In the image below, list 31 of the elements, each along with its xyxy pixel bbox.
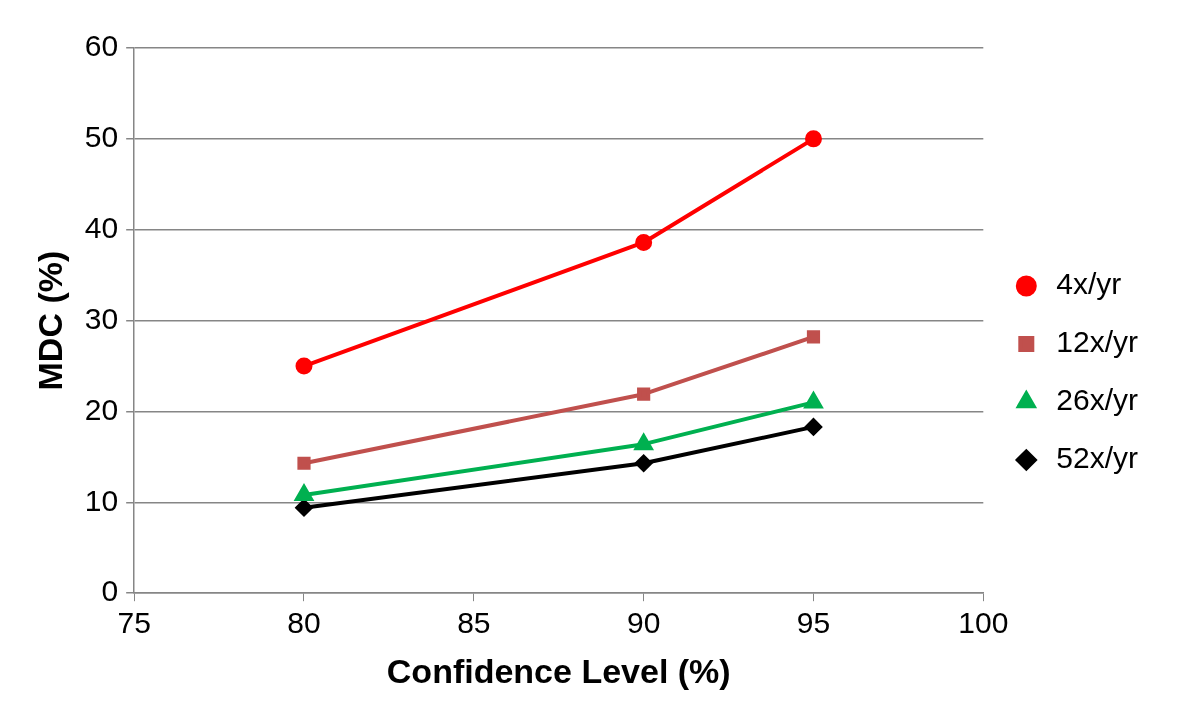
x-axis-title: Confidence Level (%) [386,651,731,690]
x-tick-label: 75 [117,606,151,640]
legend-label: 4x/yr [1056,267,1122,301]
legend-label: 26x/yr [1056,383,1139,417]
y-tick-label: 40 [84,211,119,244]
y-tick-label: 60 [84,29,119,63]
x-tick-label: 90 [626,606,661,640]
point [297,456,311,470]
x-tick-label: 85 [457,606,491,640]
point [295,357,313,375]
y-tick-label: 20 [84,392,119,426]
x-tick-label: 80 [287,606,321,640]
legend-label: 12x/yr [1056,325,1139,359]
y-tick-label: 10 [84,483,119,517]
y-tick-label: 30 [84,301,119,335]
x-tick-label: 100 [958,606,1009,640]
point [295,499,313,517]
x-tick-label: 95 [796,606,831,640]
point [806,330,821,344]
y-tick-label: 50 [84,120,119,154]
point [804,418,822,436]
point [634,434,653,451]
point [635,233,653,251]
point [635,454,653,472]
legend-label: 52x/yr [1056,441,1139,475]
point [804,392,823,409]
point [804,130,822,148]
y-tick-label: 0 [101,574,119,608]
point [295,485,313,502]
point [637,387,651,401]
y-axis-title: MDC (%) [30,250,69,391]
